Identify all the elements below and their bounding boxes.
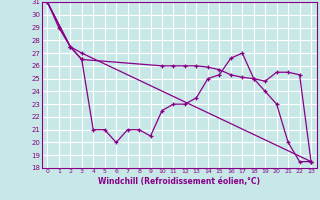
X-axis label: Windchill (Refroidissement éolien,°C): Windchill (Refroidissement éolien,°C) xyxy=(98,177,260,186)
